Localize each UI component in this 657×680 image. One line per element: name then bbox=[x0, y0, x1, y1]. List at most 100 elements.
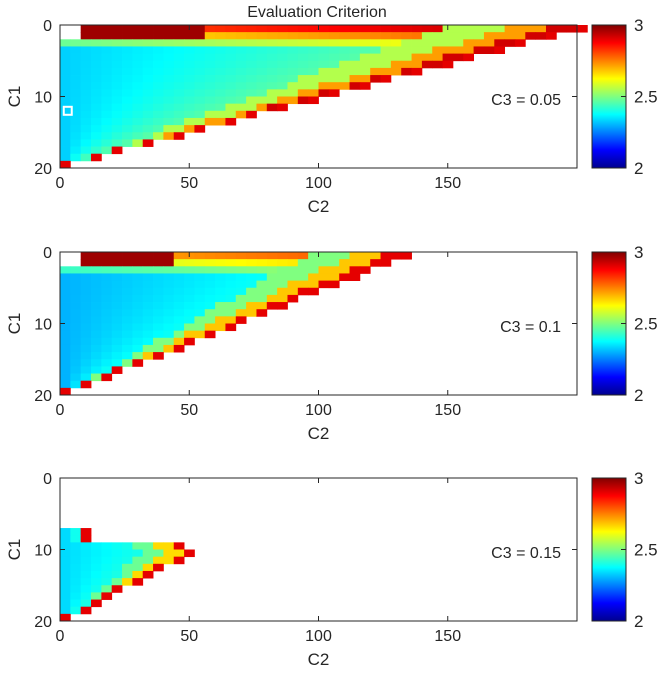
heatmap-cell bbox=[132, 60, 144, 69]
heatmap-cell bbox=[308, 259, 319, 267]
heatmap-cell bbox=[194, 60, 206, 69]
heatmap-cell bbox=[349, 46, 361, 54]
heatmap-cell bbox=[70, 46, 82, 54]
heatmap-cell bbox=[91, 153, 102, 162]
heatmap-cell bbox=[349, 75, 361, 83]
heatmap-cell bbox=[339, 273, 350, 281]
heatmap-cell bbox=[390, 46, 402, 54]
heatmap-cell bbox=[339, 82, 350, 90]
heatmap-cell bbox=[194, 309, 206, 317]
heatmap-cell bbox=[256, 259, 268, 267]
heatmap-cell bbox=[184, 125, 195, 133]
heatmap-cell bbox=[101, 373, 113, 382]
heatmap-cell bbox=[111, 294, 123, 303]
heatmap-cell bbox=[70, 103, 82, 112]
heatmap-cell bbox=[111, 563, 123, 572]
heatmap-cell bbox=[494, 39, 506, 47]
heatmap-cell bbox=[421, 25, 433, 33]
heatmap-cell bbox=[60, 599, 71, 608]
heatmap-cell bbox=[463, 53, 474, 62]
heatmap-cell bbox=[204, 96, 216, 105]
heatmap-cell bbox=[173, 273, 185, 281]
heatmap-cell bbox=[173, 117, 185, 126]
heatmap-cell bbox=[80, 89, 92, 97]
heatmap-cell bbox=[328, 60, 340, 69]
heatmap-cell bbox=[163, 294, 175, 303]
heatmap-cell bbox=[204, 330, 216, 339]
heatmap-cell bbox=[122, 259, 133, 267]
heatmap-cell bbox=[225, 287, 237, 296]
heatmap-cell bbox=[494, 46, 506, 54]
heatmap-cell bbox=[91, 139, 102, 147]
heatmap-cell bbox=[163, 323, 175, 332]
heatmap-cell bbox=[328, 53, 340, 62]
heatmap-cell bbox=[70, 316, 82, 324]
heatmap-cell bbox=[246, 103, 257, 112]
heatmap-cell bbox=[204, 89, 216, 97]
heatmap-cell bbox=[463, 39, 474, 47]
heatmap-cell bbox=[153, 309, 164, 317]
heatmap-cell bbox=[401, 252, 412, 260]
heatmap-cell bbox=[173, 75, 185, 83]
heatmap-cell bbox=[380, 32, 392, 40]
heatmap-cell bbox=[204, 39, 216, 47]
heatmap-cell bbox=[91, 67, 102, 76]
heatmap-cell bbox=[142, 549, 154, 558]
heatmap-cell bbox=[277, 89, 288, 97]
heatmap-cell bbox=[80, 352, 92, 360]
heatmap-cell bbox=[132, 125, 144, 133]
heatmap-cell bbox=[266, 53, 278, 62]
heatmap-cell bbox=[225, 280, 237, 289]
heatmap-cell bbox=[91, 287, 102, 296]
heatmap-cell bbox=[122, 302, 133, 310]
heatmap-cell bbox=[277, 53, 288, 62]
heatmap-cell bbox=[318, 280, 330, 289]
heatmap-cell bbox=[256, 280, 268, 289]
heatmap-cell bbox=[411, 46, 423, 54]
heatmap-cell bbox=[163, 117, 175, 126]
heatmap-cell bbox=[328, 75, 340, 83]
heatmap-cell bbox=[225, 53, 237, 62]
heatmap-cell bbox=[256, 273, 268, 281]
heatmap-cell bbox=[91, 352, 102, 360]
heatmap-cell bbox=[370, 67, 381, 76]
heatmap-cell bbox=[194, 266, 206, 274]
heatmap-cell bbox=[215, 252, 226, 260]
heatmap-cell bbox=[111, 53, 123, 62]
heatmap-cell bbox=[215, 287, 226, 296]
heatmap-cell bbox=[111, 352, 123, 360]
heatmap-cell bbox=[173, 337, 185, 346]
x-tick-label: 0 bbox=[56, 402, 65, 419]
heatmap-cell bbox=[163, 89, 175, 97]
heatmap-cell bbox=[91, 280, 102, 289]
heatmap-cell bbox=[163, 344, 175, 353]
heatmap-cell bbox=[153, 352, 164, 360]
heatmap-cell bbox=[308, 287, 319, 296]
heatmap-cell bbox=[287, 32, 299, 40]
heatmap-cell bbox=[132, 323, 144, 332]
heatmap-cell bbox=[111, 585, 123, 593]
heatmap-cell bbox=[111, 32, 123, 40]
heatmap-cell bbox=[70, 266, 82, 274]
heatmap-cell bbox=[184, 96, 195, 105]
heatmap-cell bbox=[142, 309, 154, 317]
heatmap-cell bbox=[173, 287, 185, 296]
heatmap-cell bbox=[101, 578, 113, 586]
heatmap-cell bbox=[122, 570, 133, 579]
y-tick-label: 20 bbox=[34, 388, 52, 405]
heatmap-cell bbox=[101, 82, 113, 90]
x-tick-label: 150 bbox=[434, 175, 461, 192]
heatmap-cell bbox=[277, 103, 288, 112]
heatmap-cell bbox=[184, 53, 195, 62]
heatmap-cell bbox=[60, 387, 71, 396]
heatmap-cell bbox=[266, 294, 278, 303]
heatmap-cell bbox=[132, 67, 144, 76]
heatmap-cell bbox=[111, 330, 123, 339]
heatmap-cell bbox=[194, 53, 206, 62]
heatmap-cell bbox=[266, 287, 278, 296]
heatmap-cell bbox=[215, 60, 226, 69]
heatmap-cell bbox=[70, 380, 82, 389]
heatmap-cell bbox=[142, 103, 154, 112]
heatmap-cell bbox=[122, 75, 133, 83]
heatmap-cell bbox=[60, 139, 71, 147]
